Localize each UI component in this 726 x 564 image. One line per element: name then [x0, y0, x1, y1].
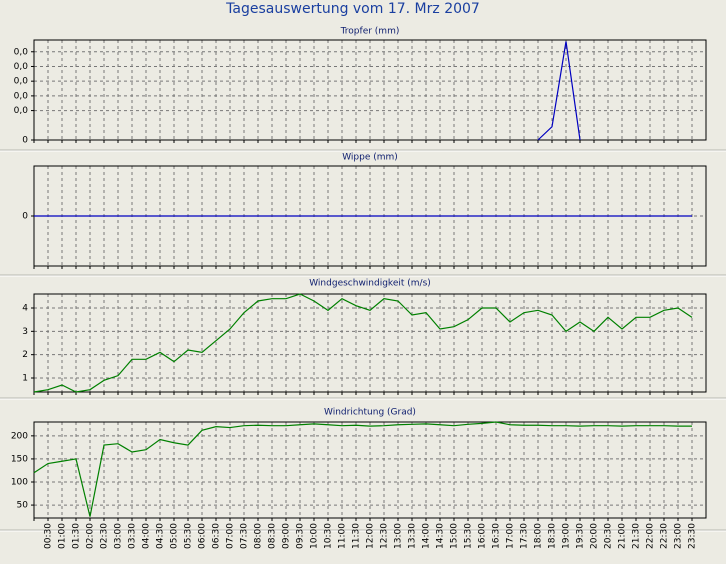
x-tick-label: 02:00: [86, 523, 96, 549]
x-tick-label: 12:00: [366, 523, 376, 549]
plot-frame: [33, 39, 707, 141]
x-tick-label: 00:30: [44, 523, 54, 549]
x-tick-label: 01:00: [58, 523, 68, 549]
panel-title: Windgeschwindigkeit (m/s): [309, 279, 431, 289]
plot-frame: [33, 421, 707, 519]
x-tick-label: 19:30: [576, 523, 586, 549]
panel-title: Wippe (mm): [342, 153, 398, 163]
plot-frame: [33, 293, 707, 393]
x-tick-label: 07:30: [240, 523, 250, 549]
data-line: [537, 41, 581, 141]
y-tick-label: 0,0: [14, 106, 29, 116]
x-tick-label: 23:30: [688, 523, 698, 549]
x-tick-label: 22:00: [646, 523, 656, 549]
y-tick-label: 150: [11, 454, 28, 464]
x-tick-label: 18:00: [534, 523, 544, 549]
x-tick-label: 11:30: [352, 523, 362, 549]
x-tick-label: 01:30: [72, 523, 82, 549]
x-tick-label: 19:00: [562, 523, 572, 549]
x-tick-label: 10:30: [324, 523, 334, 549]
x-tick-label: 15:00: [450, 523, 460, 549]
y-tick-label: 100: [11, 478, 28, 488]
x-tick-label: 12:30: [380, 523, 390, 549]
y-tick-label: 0,0: [14, 91, 29, 101]
x-tick-label: 03:30: [128, 523, 138, 549]
y-tick-label: 0,0: [14, 62, 29, 72]
panel-title: Tropfer (mm): [340, 27, 400, 37]
x-tick-label: 06:00: [198, 523, 208, 549]
x-tick-label: 09:30: [296, 523, 306, 549]
x-tick-label: 17:00: [506, 523, 516, 549]
x-tick-label: 13:30: [408, 523, 418, 549]
x-tick-label: 23:00: [674, 523, 684, 549]
data-line: [33, 293, 693, 393]
x-tick-label: 21:00: [618, 523, 628, 549]
y-tick-label: 4: [22, 304, 28, 314]
x-tick-label: 14:30: [436, 523, 446, 549]
y-tick-label: 0: [22, 212, 28, 222]
x-tick-label: 04:00: [142, 523, 152, 549]
x-tick-label: 11:00: [338, 523, 348, 549]
x-tick-label: 15:30: [464, 523, 474, 549]
x-tick-label: 22:30: [660, 523, 670, 549]
x-tick-label: 21:30: [632, 523, 642, 549]
panel-title: Windrichtung (Grad): [324, 408, 416, 418]
x-tick-label: 20:00: [590, 523, 600, 549]
y-tick-label: 1: [22, 374, 28, 384]
x-tick-label: 20:30: [604, 523, 614, 549]
x-tick-label: 13:00: [394, 523, 404, 549]
y-tick-label: 0,0: [14, 77, 29, 87]
y-tick-label: 3: [22, 327, 28, 337]
y-tick-label: 50: [17, 501, 29, 511]
x-tick-label: 14:00: [422, 523, 432, 549]
x-tick-label: 16:30: [492, 523, 502, 549]
x-tick-label: 09:00: [282, 523, 292, 549]
x-tick-label: 08:00: [254, 523, 264, 549]
x-tick-label: 02:30: [100, 523, 110, 549]
y-tick-label: 0,0: [14, 47, 29, 57]
x-tick-label: 17:30: [520, 523, 530, 549]
x-tick-label: 04:30: [156, 523, 166, 549]
x-tick-label: 08:30: [268, 523, 278, 549]
data-line: [33, 421, 692, 517]
y-tick-label: 0: [22, 136, 28, 146]
x-tick-label: 18:30: [548, 523, 558, 549]
y-tick-label: 2: [22, 350, 28, 360]
page-title: Tagesauswertung vom 17. Mrz 2007: [225, 1, 480, 17]
x-tick-label: 16:00: [478, 523, 488, 549]
x-tick-label: 05:30: [184, 523, 194, 549]
x-tick-label: 05:00: [170, 523, 180, 549]
y-tick-label: 200: [11, 431, 28, 441]
x-tick-label: 03:00: [114, 523, 124, 549]
x-tick-label: 07:00: [226, 523, 236, 549]
x-tick-label: 10:00: [310, 523, 320, 549]
x-tick-label: 06:30: [212, 523, 222, 549]
